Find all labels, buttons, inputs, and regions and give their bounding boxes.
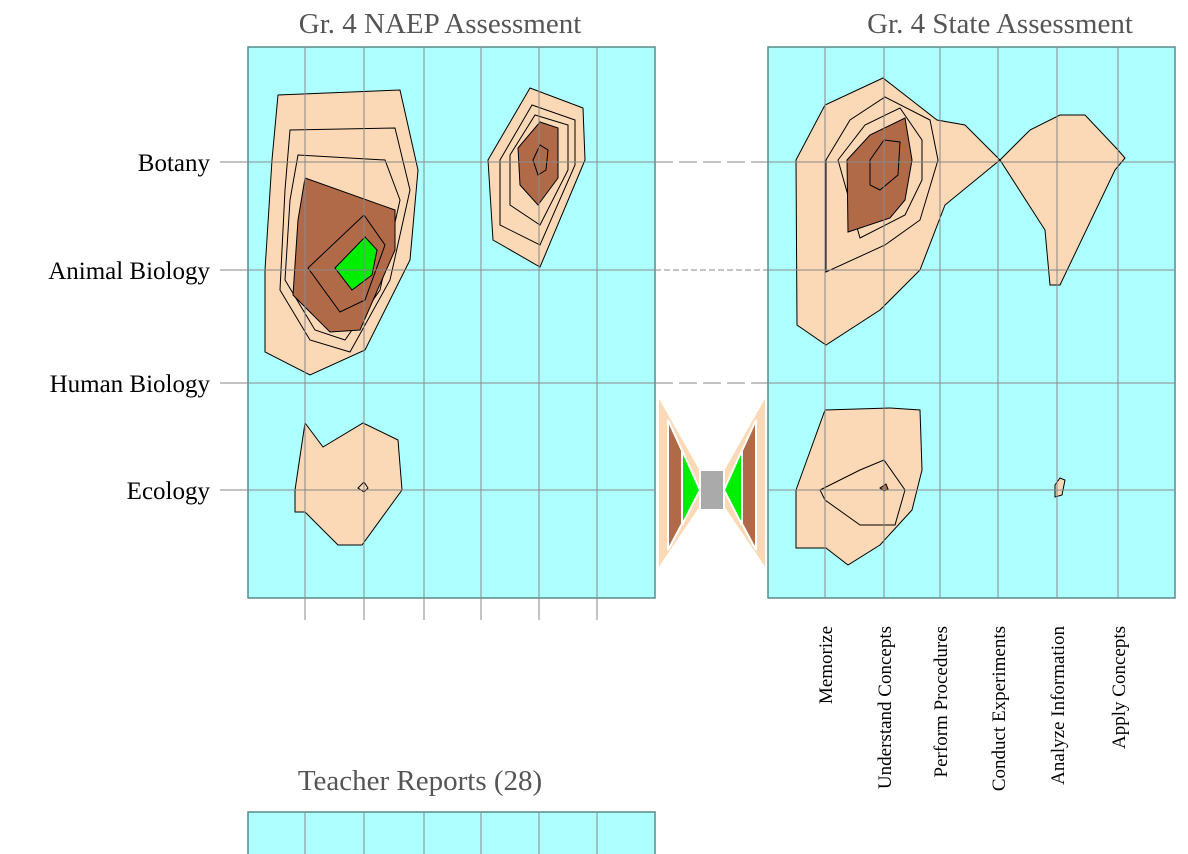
- column-label: Perform Procedures: [931, 626, 952, 777]
- state-map: [767, 46, 1176, 599]
- row-label: Animal Biology: [48, 258, 210, 285]
- legend-hourglass: [657, 391, 767, 574]
- column-label: Conduct Experiments: [989, 626, 1010, 791]
- column-label: Understand Concepts: [875, 626, 896, 789]
- panel-title: Gr. 4 NAEP Assessment: [299, 8, 582, 40]
- panel-title: Teacher Reports (28): [298, 765, 542, 797]
- naep-map: [220, 46, 656, 620]
- column-label: Apply Concepts: [1109, 626, 1130, 749]
- row-label: Human Biology: [50, 371, 211, 398]
- panel-title: Gr. 4 State Assessment: [867, 8, 1133, 40]
- column-label: Analyze Information: [1048, 626, 1069, 785]
- teacher-map: [247, 811, 656, 854]
- row-connectors: [655, 161, 768, 384]
- column-label: Memorize: [816, 626, 837, 704]
- row-label: Botany: [138, 150, 211, 177]
- row-label: Ecology: [127, 478, 211, 505]
